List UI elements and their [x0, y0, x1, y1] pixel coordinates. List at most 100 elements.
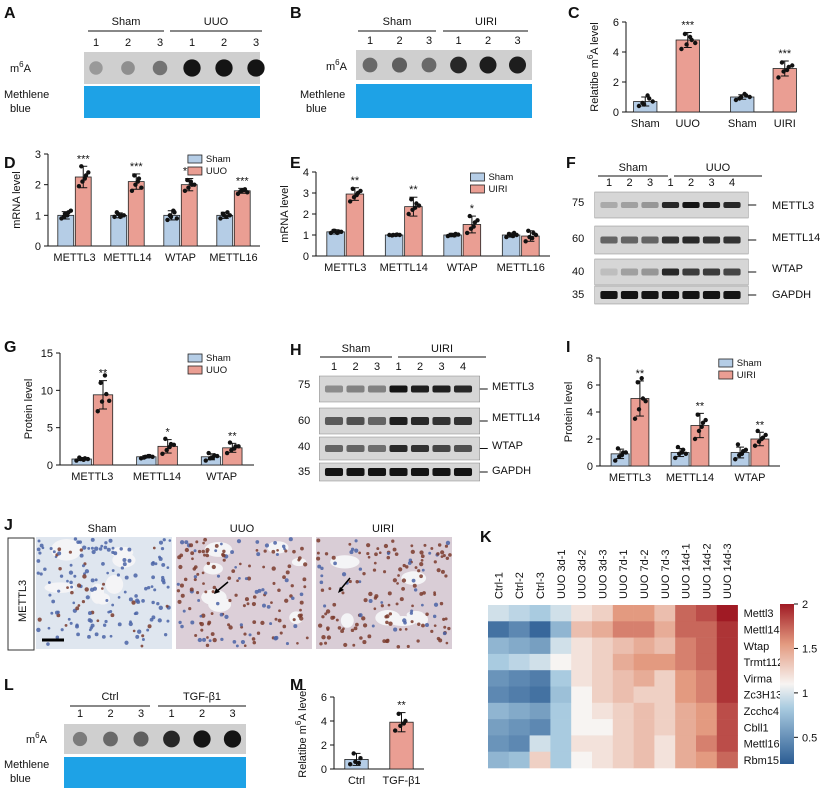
nucleus	[316, 556, 321, 561]
bar	[180, 184, 198, 247]
nucleus	[129, 620, 132, 624]
nucleus	[320, 588, 325, 592]
nucleus	[133, 612, 137, 616]
heatmap-cell	[675, 735, 697, 752]
protein-band	[620, 236, 639, 244]
nucleus	[341, 572, 347, 577]
nucleus	[383, 570, 387, 574]
legend-swatch	[187, 365, 203, 375]
nucleus	[242, 604, 246, 608]
nucleus	[254, 589, 259, 594]
nucleus	[87, 546, 91, 550]
data-point	[640, 396, 646, 401]
nucleus	[161, 562, 166, 567]
data-point	[185, 177, 190, 183]
tubule-lumen	[401, 571, 427, 585]
y-tick-label: 4	[587, 407, 593, 419]
nucleus	[101, 634, 106, 639]
heatmap-cell	[654, 702, 676, 720]
methylene-blue-strip	[64, 757, 246, 788]
data-point	[776, 75, 781, 80]
nucleus	[179, 553, 184, 558]
heatmap-cell	[633, 719, 655, 736]
lane-number: 2	[107, 708, 113, 720]
nucleus	[216, 574, 221, 578]
nucleus	[151, 615, 156, 620]
m6a-row-label: m6A	[10, 60, 32, 75]
nucleus	[255, 540, 260, 544]
nucleus	[158, 540, 164, 545]
row-label: Zcchc4	[744, 706, 779, 718]
colorbar-tick-label: 1	[802, 688, 808, 700]
data-point	[121, 213, 127, 218]
heatmap-cell	[654, 719, 676, 736]
nucleus	[262, 565, 266, 569]
data-point	[141, 455, 147, 460]
data-point	[358, 756, 363, 761]
nucleus	[282, 575, 286, 579]
data-point	[452, 233, 457, 238]
column-label: UUO 7d-2	[639, 549, 651, 599]
heatmap-cell	[633, 653, 655, 671]
nucleus	[140, 644, 144, 648]
lane-number: 3	[708, 177, 714, 189]
legend-swatch	[187, 166, 203, 176]
nucleus	[433, 624, 437, 628]
nucleus	[188, 607, 192, 611]
methylene-blue-label: Methlene	[4, 759, 49, 771]
nucleus	[420, 603, 424, 607]
x-tick-label: WTAP	[165, 252, 196, 264]
heatmap-cell	[571, 670, 593, 687]
heatmap-cell	[529, 621, 551, 638]
nucleus	[36, 547, 41, 552]
nucleus	[262, 603, 266, 608]
nucleus	[284, 549, 288, 553]
nucleus	[394, 552, 399, 556]
nucleus	[128, 597, 133, 602]
heatmap-cell	[488, 735, 510, 752]
x-tick-label: METTL3	[609, 472, 651, 484]
nucleus	[287, 564, 292, 569]
data-point	[675, 444, 681, 450]
heatmap-cell	[508, 751, 530, 769]
nucleus	[162, 538, 166, 542]
nucleus	[411, 578, 416, 583]
heatmap-cell	[696, 702, 718, 720]
group-label: Sham	[112, 16, 141, 28]
y-tick-label: 2	[587, 434, 593, 446]
heatmap-cell	[654, 751, 676, 769]
arrow-icon	[338, 587, 344, 593]
chart-i: I 0 2 4 6 8 Protein level ** METTL3 ** METTL14 ** WT…	[563, 339, 780, 484]
methylene-blue-label: blue	[306, 103, 327, 115]
lane-number: 4	[729, 177, 735, 189]
legend-label: UUO	[206, 365, 227, 376]
protein-label: GAPDH	[492, 465, 531, 477]
chart-c: C 0 2 4 6 Relatibe m6A level Sham *** UUO Sham ***…	[568, 5, 797, 130]
data-point	[733, 457, 738, 462]
histology-images	[36, 537, 452, 649]
heatmap-cell	[508, 605, 530, 622]
methylene-blue-label: Methlene	[4, 89, 49, 101]
nucleus	[100, 544, 104, 548]
nucleus	[194, 633, 198, 637]
nucleus	[79, 553, 84, 558]
data-point	[682, 31, 688, 37]
nucleus	[443, 625, 447, 629]
protein-band	[367, 445, 387, 452]
nucleus	[290, 584, 294, 588]
row-label: Trmt112	[744, 657, 784, 669]
heatmap-cell	[550, 686, 572, 704]
data-point	[687, 34, 693, 40]
nucleus	[444, 617, 448, 621]
data-point	[139, 185, 144, 190]
methylene-blue-strip	[84, 86, 260, 118]
nucleus	[420, 554, 425, 559]
nucleus	[410, 609, 414, 613]
nucleus	[398, 567, 403, 572]
nucleus	[367, 555, 371, 559]
data-point	[397, 232, 402, 238]
nucleus	[141, 634, 145, 638]
nucleus	[48, 581, 51, 584]
tubule-lumen	[340, 613, 354, 628]
heatmap-cell	[550, 621, 572, 638]
